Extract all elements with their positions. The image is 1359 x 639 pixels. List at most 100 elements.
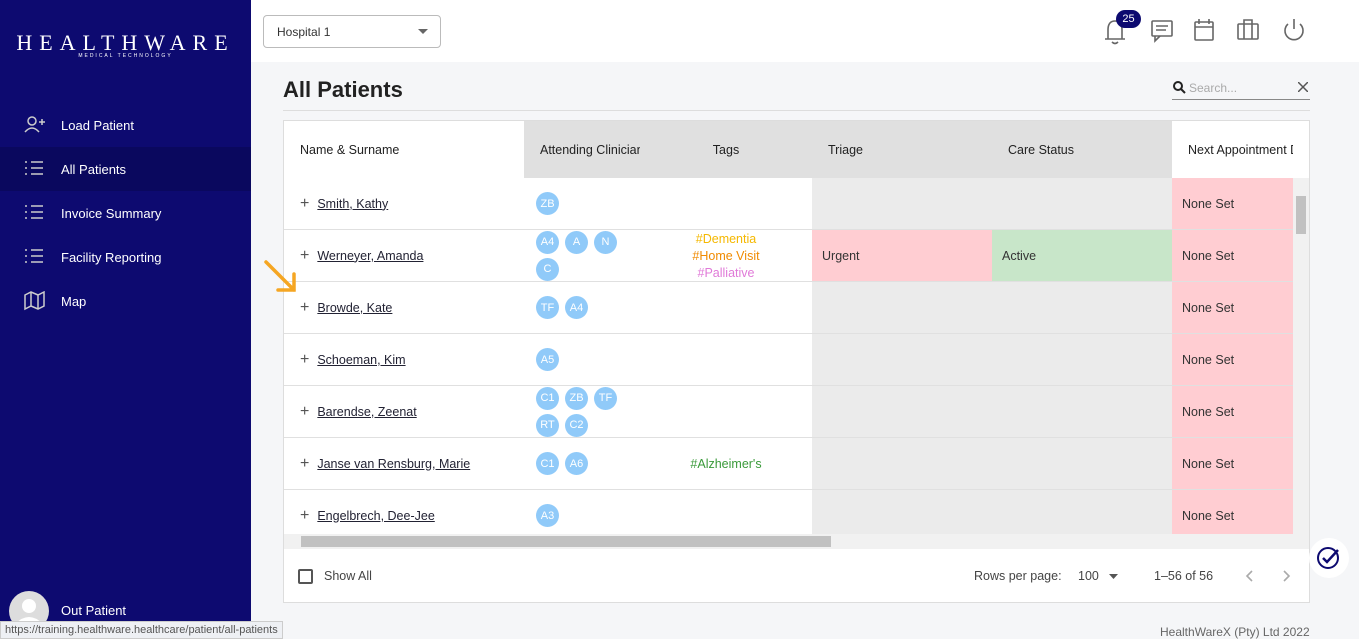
nav-label: Facility Reporting	[61, 249, 162, 265]
tags-cell	[640, 386, 812, 438]
nav-item[interactable]: Map	[0, 279, 251, 323]
clinician-avatar[interactable]: C1	[536, 452, 559, 475]
pagination[interactable]	[1244, 569, 1294, 583]
brand: HEALTHWARE	[16, 30, 235, 55]
clinician-avatar[interactable]: ZB	[536, 192, 559, 215]
nav-label: Map	[61, 293, 87, 309]
nav-item[interactable]: Invoice Summary	[0, 191, 251, 235]
nav-item[interactable]: Facility Reporting	[0, 235, 251, 279]
clinicians-cell: A5	[524, 334, 640, 386]
help-button[interactable]	[1308, 537, 1350, 579]
clinicians-cell: C1 A6	[524, 438, 640, 490]
name-cell: + Janse van Rensburg, Marie	[284, 438, 524, 490]
expand-button[interactable]: +	[300, 246, 310, 264]
next-appointment-cell: None Set	[1172, 490, 1293, 534]
column-header: Attending Clinicians	[524, 121, 640, 178]
arrow-annotation	[264, 260, 296, 292]
tags-cell: #Alzheimer's	[640, 438, 812, 490]
next-appointment-cell: None Set	[1172, 230, 1293, 282]
clinician-avatar[interactable]: C	[536, 257, 559, 281]
tag: #Dementia	[695, 231, 757, 246]
tags-cell	[640, 490, 812, 534]
page-range: 1–56 of 56	[1154, 569, 1214, 583]
hospital-select[interactable]: Hospital 1	[263, 15, 441, 48]
nav-label: Load Patient	[61, 117, 135, 133]
clinician-avatars: A3	[533, 502, 623, 529]
clinician-avatars: ZB	[533, 190, 623, 217]
clinician-avatar[interactable]: ZB	[565, 386, 588, 410]
patient-link[interactable]: Werneyer, Amanda	[317, 248, 424, 263]
page-title: All Patients	[283, 77, 403, 102]
rows-per-page[interactable]: 100	[1078, 569, 1099, 583]
clinician-avatar[interactable]: A4	[565, 296, 588, 319]
clinicians-cell: TF A4	[524, 282, 640, 334]
tags-cell	[640, 282, 812, 334]
clinician-avatar[interactable]: TF	[594, 386, 617, 410]
triage-cell	[812, 282, 992, 334]
clinician-avatars: C1 A6	[533, 450, 623, 477]
notification-badge[interactable]: 25	[1116, 10, 1141, 28]
name-cell: + Barendse, Zeenat	[284, 386, 524, 438]
patients-table: Name & Surname Attending Clinicians Tags Tr…	[283, 120, 1310, 603]
patient-link[interactable]: Barendse, Zeenat	[317, 404, 417, 419]
clinician-avatar[interactable]: TF	[536, 296, 559, 319]
care-status-cell	[992, 282, 1172, 334]
status-url: https://training.healthware.healthcare/p…	[0, 621, 283, 639]
clinician-avatar[interactable]: RT	[536, 413, 559, 437]
triage-cell	[812, 386, 992, 438]
expand-button[interactable]: +	[300, 454, 310, 472]
expand-button[interactable]: +	[300, 402, 310, 420]
copyright: HealthWareX (Pty) Ltd 2022	[1160, 625, 1310, 639]
clinicians-cell: A3	[524, 490, 640, 534]
next-appointment-cell: None Set	[1172, 282, 1293, 334]
care-status-cell	[992, 386, 1172, 438]
care-status-cell	[992, 334, 1172, 386]
clinicians-cell: A4 A N C	[524, 230, 640, 282]
patient-link[interactable]: Browde, Kate	[317, 300, 393, 315]
name-cell: + Schoeman, Kim	[284, 334, 524, 386]
expand-button[interactable]: +	[300, 506, 310, 524]
top-icons[interactable]	[1100, 15, 1315, 47]
tagline: MEDICAL TECHNOLOGY	[78, 53, 173, 59]
tags-cell: #Dementia #Home Visit #Palliative	[640, 230, 812, 282]
clinician-avatar[interactable]: N	[594, 230, 617, 254]
column-header: Triage	[812, 121, 992, 178]
clinician-avatar[interactable]: C1	[536, 386, 559, 410]
user-name[interactable]: Out Patient	[61, 603, 127, 618]
triage-cell: Urgent	[812, 230, 992, 282]
triage-cell	[812, 438, 992, 490]
expand-button[interactable]: +	[300, 194, 310, 212]
clinician-avatar[interactable]: A5	[536, 348, 559, 371]
tags-cell	[640, 334, 812, 386]
rows-per-page-label: Rows per page:	[974, 569, 1062, 583]
expand-button[interactable]: +	[300, 298, 310, 316]
column-header: Tags	[640, 121, 812, 178]
patient-link[interactable]: Schoeman, Kim	[317, 352, 406, 367]
clinician-avatar[interactable]: A6	[565, 452, 588, 475]
rows-dropdown[interactable]	[1109, 574, 1118, 579]
nav-item[interactable]: All Patients	[0, 147, 251, 191]
clinician-avatar[interactable]: C2	[565, 413, 588, 437]
clinician-avatar[interactable]: A	[565, 230, 588, 254]
patient-link[interactable]: Smith, Kathy	[317, 196, 389, 211]
show-all-label[interactable]: Show All	[324, 569, 372, 583]
vertical-scrollbar[interactable]	[1293, 178, 1309, 534]
name-cell: + Browde, Kate	[284, 282, 524, 334]
clinician-avatar[interactable]: A3	[536, 504, 559, 527]
clinician-avatars: A5	[533, 346, 623, 373]
divider	[283, 110, 1310, 111]
scroll-thumb[interactable]	[301, 536, 831, 547]
nav-item[interactable]: Load Patient	[0, 103, 251, 147]
search[interactable]: Search...	[1172, 78, 1310, 100]
patient-link[interactable]: Janse van Rensburg, Marie	[317, 456, 471, 471]
horizontal-scrollbar[interactable]	[284, 534, 1309, 549]
column-header: Next Appointment Da	[1172, 121, 1293, 178]
table-footer: Show All Rows per page: 100 1–56 of 56	[284, 549, 1309, 602]
patient-link[interactable]: Engelbrech, Dee-Jee	[317, 508, 435, 523]
hospital: Hospital 1	[277, 25, 331, 39]
show-all-checkbox[interactable]	[298, 569, 313, 584]
triage-cell	[812, 334, 992, 386]
scroll-thumb[interactable]	[1296, 196, 1306, 234]
expand-button[interactable]: +	[300, 350, 310, 368]
clinician-avatar[interactable]: A4	[536, 230, 559, 254]
